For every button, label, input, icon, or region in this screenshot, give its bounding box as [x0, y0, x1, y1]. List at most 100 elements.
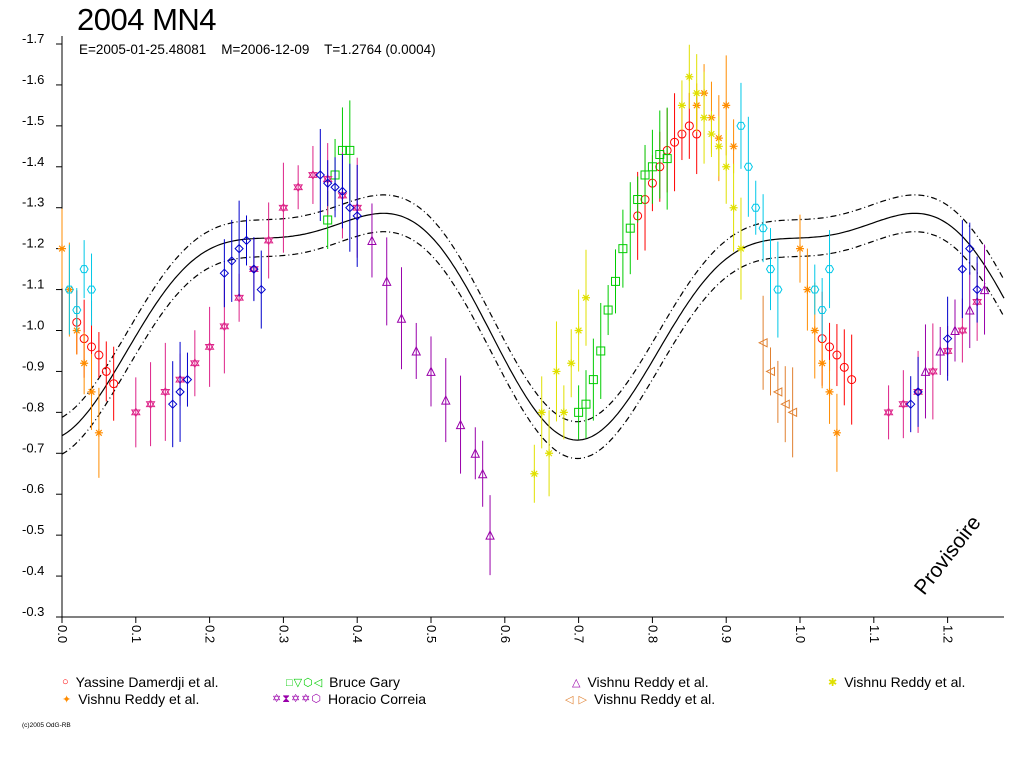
data-point: [603, 305, 613, 315]
data-point: [367, 235, 377, 245]
data-point: [670, 137, 680, 147]
data-point: [743, 162, 753, 171]
x-tick-label: 0.1: [129, 625, 144, 643]
data-point-overlay: [189, 360, 200, 369]
y-tick-label: -1.3: [22, 195, 44, 210]
y-tick-label: -0.5: [22, 522, 44, 537]
data-point: [684, 121, 694, 131]
data-point: [964, 304, 975, 315]
data-point: [160, 386, 171, 395]
y-tick-label: -1.4: [22, 154, 44, 169]
legend-label: Horacio Correia: [327, 691, 427, 707]
y-tick-label: -1.0: [22, 318, 44, 333]
legend-item-5: ✦ Vishnu Reddy et al.: [62, 691, 199, 707]
data-point: [588, 375, 598, 385]
data-point-overlay: [883, 409, 894, 418]
data-point: [773, 285, 783, 294]
y-tick-label: -1.7: [22, 31, 44, 46]
legend-symbol-icon: △: [572, 676, 582, 689]
x-tick-label: 0.8: [645, 625, 660, 643]
data-point: [757, 337, 768, 348]
data-point: [611, 276, 621, 286]
legend-label: Bruce Gary: [329, 674, 400, 690]
data-point: [824, 265, 835, 274]
data-point-overlay: [927, 368, 938, 377]
data-point: [58, 244, 66, 253]
data-point: [167, 399, 178, 409]
x-tick-label: 0.2: [203, 625, 218, 643]
data-point: [381, 276, 392, 286]
legend-symbol-icon: ✱: [828, 676, 839, 689]
y-tick-label: -0.7: [22, 440, 44, 455]
data-point: [625, 223, 635, 233]
data-point: [729, 203, 738, 212]
data-point: [965, 243, 975, 254]
data-point-overlay: [145, 401, 156, 410]
data-point: [692, 89, 701, 98]
data-point: [182, 374, 193, 385]
data-point: [94, 428, 103, 437]
y-tick-label: -1.5: [22, 113, 44, 128]
legend-item-3: △ Vishnu Reddy et al.: [572, 674, 709, 690]
data-point: [803, 285, 812, 294]
chart-title: 2004 MN4: [77, 2, 217, 37]
y-tick-label: -1.1: [22, 277, 44, 292]
data-point: [80, 359, 89, 368]
y-tick-label: -0.3: [22, 604, 44, 619]
x-tick-label: 0.4: [350, 625, 365, 643]
data-point: [906, 399, 916, 409]
data-point: [729, 142, 738, 151]
x-tick-label: 0.3: [276, 625, 291, 643]
data-point: [640, 170, 650, 180]
data-point: [736, 244, 745, 253]
data-point: [426, 366, 436, 376]
data-point: [972, 284, 982, 295]
data-point: [780, 399, 790, 409]
data-point: [825, 387, 834, 396]
data-point-overlay: [957, 327, 968, 336]
data-point: [722, 101, 731, 110]
data-point: [677, 101, 686, 110]
data-point: [818, 359, 827, 368]
data-point: [817, 306, 827, 314]
legend-item-4: ✱ Vishnu Reddy et al.: [828, 674, 965, 690]
data-point: [559, 408, 568, 417]
data-point: [470, 448, 481, 458]
legend-symbol-icon: □▽⬡◁: [286, 676, 324, 689]
data-point: [278, 202, 289, 211]
data-point: [847, 375, 857, 385]
data-point: [722, 162, 731, 171]
data-point: [927, 366, 938, 375]
model-curve: [61, 212, 1005, 441]
data-point: [898, 399, 909, 408]
data-point: [957, 264, 968, 274]
data-point: [189, 358, 200, 367]
data-point: [581, 293, 590, 302]
data-point: [574, 407, 584, 417]
x-tick-label: 0.5: [424, 625, 439, 643]
data-point: [942, 333, 953, 344]
data-point: [219, 268, 230, 278]
data-point: [810, 285, 820, 294]
data-point: [950, 325, 960, 335]
data-point: [64, 285, 74, 294]
legend-label: Yassine Damerdji et al.: [75, 674, 219, 690]
legend-label: Vishnu Reddy et al.: [78, 691, 200, 707]
x-tick-label: 0.6: [498, 625, 513, 643]
data-point: [758, 224, 768, 233]
data-point: [574, 326, 583, 335]
data-point: [537, 408, 546, 417]
data-point: [685, 72, 694, 81]
legend-label: Vishnu Reddy et al.: [593, 691, 716, 707]
data-point-overlay: [160, 388, 171, 397]
data-point-overlay: [219, 323, 230, 332]
y-tick-label: -0.8: [22, 399, 44, 414]
data-point: [832, 428, 841, 437]
data-point: [832, 350, 842, 360]
data-point: [440, 394, 451, 405]
data-point: [714, 142, 723, 151]
data-point: [411, 345, 422, 356]
legend-item-7: ◁ ▷ Vishnu Reddy et al.: [565, 691, 715, 707]
data-point: [883, 407, 894, 416]
x-tick-label: 1.1: [867, 625, 882, 643]
